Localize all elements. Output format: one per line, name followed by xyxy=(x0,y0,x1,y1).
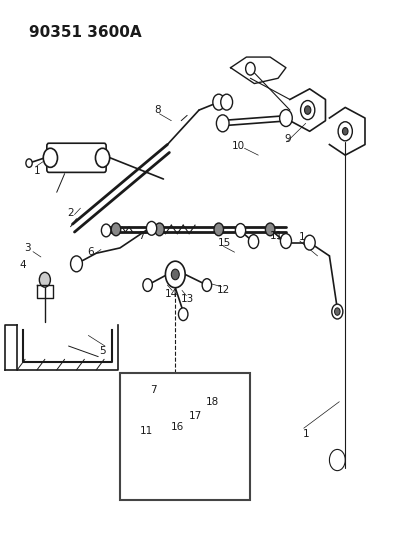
Text: 1: 1 xyxy=(34,166,40,176)
Text: 12: 12 xyxy=(217,285,230,295)
Circle shape xyxy=(265,223,275,236)
Text: 90351 3600A: 90351 3600A xyxy=(29,25,142,41)
Text: 7: 7 xyxy=(139,231,145,241)
Circle shape xyxy=(281,233,291,248)
Circle shape xyxy=(213,94,225,110)
Circle shape xyxy=(177,405,189,420)
Circle shape xyxy=(246,62,255,75)
Circle shape xyxy=(26,159,32,167)
Circle shape xyxy=(111,223,121,236)
Circle shape xyxy=(221,94,232,110)
Circle shape xyxy=(214,223,224,236)
Circle shape xyxy=(143,279,152,292)
Circle shape xyxy=(217,115,229,132)
Text: 18: 18 xyxy=(206,397,219,407)
Circle shape xyxy=(146,221,157,235)
Circle shape xyxy=(164,392,178,411)
Circle shape xyxy=(304,235,315,250)
Circle shape xyxy=(180,409,186,416)
Circle shape xyxy=(70,256,82,272)
Circle shape xyxy=(148,465,163,484)
Circle shape xyxy=(338,122,352,141)
Circle shape xyxy=(300,101,315,119)
Text: 10: 10 xyxy=(232,141,245,151)
Text: 2: 2 xyxy=(67,208,74,219)
Circle shape xyxy=(43,148,57,167)
Circle shape xyxy=(280,110,292,126)
Circle shape xyxy=(202,279,212,292)
Circle shape xyxy=(342,127,348,135)
Text: 4: 4 xyxy=(20,261,26,270)
Text: 11: 11 xyxy=(140,426,153,436)
Circle shape xyxy=(152,470,159,479)
Text: 1: 1 xyxy=(298,232,305,243)
Text: 16: 16 xyxy=(171,422,184,432)
FancyBboxPatch shape xyxy=(120,373,250,500)
Circle shape xyxy=(248,235,259,248)
Circle shape xyxy=(304,106,311,114)
Text: 1: 1 xyxy=(302,429,309,439)
Text: 17: 17 xyxy=(188,411,202,421)
Text: 8: 8 xyxy=(154,105,161,115)
Circle shape xyxy=(166,261,185,288)
Text: 3: 3 xyxy=(24,243,30,253)
Circle shape xyxy=(101,224,111,237)
Circle shape xyxy=(155,434,164,447)
Text: 11: 11 xyxy=(269,231,283,241)
Text: 9: 9 xyxy=(285,134,291,144)
Text: 14: 14 xyxy=(165,289,178,299)
Circle shape xyxy=(39,272,51,287)
Circle shape xyxy=(202,387,212,401)
Text: 5: 5 xyxy=(99,346,105,357)
Circle shape xyxy=(235,223,246,237)
Circle shape xyxy=(171,269,179,280)
FancyBboxPatch shape xyxy=(47,143,106,172)
Text: 15: 15 xyxy=(218,238,231,248)
Text: 6: 6 xyxy=(87,247,94,257)
Circle shape xyxy=(155,223,164,236)
Circle shape xyxy=(332,304,343,319)
Text: 13: 13 xyxy=(181,294,194,304)
Text: 7: 7 xyxy=(150,384,157,394)
Circle shape xyxy=(335,308,340,316)
Circle shape xyxy=(178,308,188,320)
Circle shape xyxy=(96,148,110,167)
